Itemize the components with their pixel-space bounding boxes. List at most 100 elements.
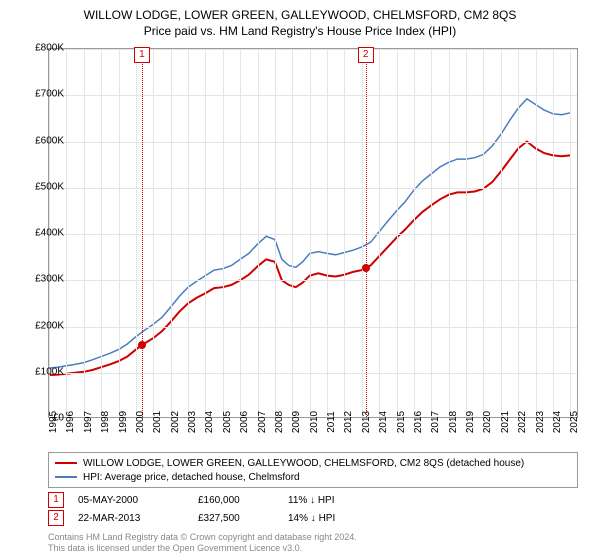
y-axis-label: £500K [35,181,64,192]
x-gridline [397,49,398,417]
sales-row: 1 05-MAY-2000£160,00011% ↓ HPI [48,491,578,509]
footer-line-1: Contains HM Land Registry data © Crown c… [48,532,357,543]
x-gridline [449,49,450,417]
x-axis-label: 2015 [396,411,407,433]
x-axis-label: 2014 [378,411,389,433]
chart-title-main: WILLOW LODGE, LOWER GREEN, GALLEYWOOD, C… [0,0,600,22]
x-axis-label: 2023 [535,411,546,433]
sale-dot [362,264,370,272]
x-gridline [171,49,172,417]
chart-container: WILLOW LODGE, LOWER GREEN, GALLEYWOOD, C… [0,0,600,560]
y-axis-label: £700K [35,89,64,100]
x-axis-label: 2003 [187,411,198,433]
sale-vline [142,49,143,417]
x-gridline [379,49,380,417]
x-gridline [431,49,432,417]
y-axis-label: £600K [35,135,64,146]
x-axis-label: 2000 [135,411,146,433]
y-axis-label: £800K [35,43,64,54]
x-axis-label: 2010 [309,411,320,433]
x-gridline [101,49,102,417]
y-gridline [49,188,577,189]
x-gridline [466,49,467,417]
x-gridline [136,49,137,417]
x-axis-label: 2017 [430,411,441,433]
x-gridline [153,49,154,417]
x-gridline [275,49,276,417]
x-axis-label: 2002 [170,411,181,433]
x-gridline [483,49,484,417]
x-axis-label: 2009 [291,411,302,433]
x-axis-label: 2004 [204,411,215,433]
x-gridline [205,49,206,417]
x-gridline [536,49,537,417]
x-axis-label: 2005 [222,411,233,433]
x-axis-label: 2019 [465,411,476,433]
x-axis-label: 1997 [83,411,94,433]
sale-vline [366,49,367,417]
y-gridline [49,142,577,143]
legend-label: HPI: Average price, detached house, Chel… [83,472,300,483]
x-axis-label: 2020 [482,411,493,433]
x-axis-label: 2012 [343,411,354,433]
y-gridline [49,373,577,374]
y-axis-label: £400K [35,228,64,239]
legend-label: WILLOW LODGE, LOWER GREEN, GALLEYWOOD, C… [83,458,524,469]
plot-region: 12 [48,48,578,418]
x-gridline [84,49,85,417]
x-gridline [292,49,293,417]
x-gridline [310,49,311,417]
x-axis-label: 2008 [274,411,285,433]
sales-row-price: £160,000 [198,495,288,506]
x-gridline [553,49,554,417]
x-gridline [258,49,259,417]
x-axis-label: 2025 [569,411,580,433]
x-gridline [66,49,67,417]
sales-row: 2 22-MAR-2013£327,50014% ↓ HPI [48,509,578,527]
sales-row-date: 22-MAR-2013 [78,513,198,524]
y-axis-label: £100K [35,366,64,377]
x-gridline [518,49,519,417]
x-axis-label: 2013 [361,411,372,433]
sales-row-number: 1 [48,492,64,508]
y-gridline [49,234,577,235]
x-gridline [344,49,345,417]
footer-line-2: This data is licensed under the Open Gov… [48,543,357,554]
sales-row-delta: 14% ↓ HPI [288,513,378,524]
sale-dot [138,341,146,349]
x-axis-label: 2007 [257,411,268,433]
x-axis-label: 2022 [517,411,528,433]
sales-row-delta: 11% ↓ HPI [288,495,378,506]
x-gridline [188,49,189,417]
x-axis-label: 2006 [239,411,250,433]
legend-row: HPI: Average price, detached house, Chel… [55,470,571,484]
legend-row: WILLOW LODGE, LOWER GREEN, GALLEYWOOD, C… [55,456,571,470]
x-axis-label: 2001 [152,411,163,433]
x-gridline [570,49,571,417]
x-gridline [327,49,328,417]
x-gridline [119,49,120,417]
sales-row-date: 05-MAY-2000 [78,495,198,506]
y-axis-label: £0 [53,413,64,424]
x-gridline [223,49,224,417]
x-gridline [501,49,502,417]
y-gridline [49,49,577,50]
y-axis-label: £300K [35,274,64,285]
legend-box: WILLOW LODGE, LOWER GREEN, GALLEYWOOD, C… [48,452,578,488]
chart-area: 12 1995199619971998199920002001200220032… [48,48,578,418]
x-axis-label: 2021 [500,411,511,433]
chart-title-sub: Price paid vs. HM Land Registry's House … [0,22,600,38]
x-axis-label: 2024 [552,411,563,433]
x-gridline [362,49,363,417]
y-gridline [49,95,577,96]
x-axis-label: 1998 [100,411,111,433]
sale-marker-box: 1 [134,47,150,63]
x-axis-label: 1999 [118,411,129,433]
sales-row-number: 2 [48,510,64,526]
x-axis-label: 1996 [65,411,76,433]
x-axis-label: 2018 [448,411,459,433]
x-axis-label: 2011 [326,411,337,433]
x-gridline [414,49,415,417]
y-axis-label: £200K [35,320,64,331]
sales-row-price: £327,500 [198,513,288,524]
